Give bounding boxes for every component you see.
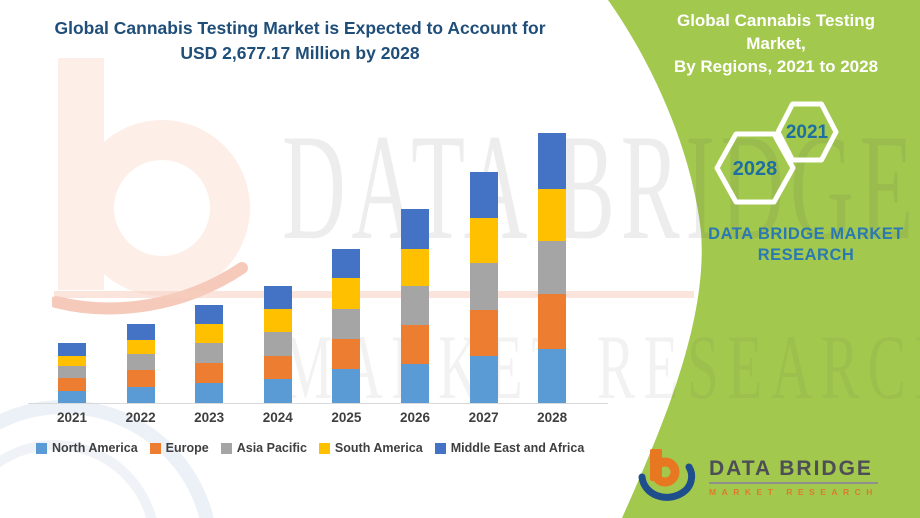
- legend-label-europe: Europe: [165, 441, 209, 455]
- middle-east-and-africa-segment: [195, 305, 224, 325]
- brand-name: DATA BRIDGE MARKET RESEARCH: [700, 224, 912, 267]
- bar-2024: [263, 286, 292, 403]
- asia-pacific-segment: [469, 263, 498, 311]
- watermark-logo-b: [52, 58, 250, 315]
- hexagon-label-2021: 2021: [785, 122, 829, 143]
- middle-east-and-africa-segment: [263, 286, 292, 310]
- asia-pacific-segment: [538, 241, 567, 295]
- plot-area: [28, 100, 608, 404]
- asia-pacific-segment: [263, 332, 292, 357]
- x-label-2023: 2023: [194, 410, 225, 425]
- middle-east-and-africa-segment: [469, 171, 498, 218]
- asia-pacific-segment: [332, 309, 361, 340]
- x-label-2021: 2021: [56, 410, 88, 425]
- europe-segment: [332, 339, 361, 370]
- north-america-segment: [538, 349, 567, 403]
- chart-title: Global Cannabis Testing Market is Expect…: [40, 16, 560, 67]
- south-america-segment: [263, 309, 292, 333]
- bar-2023: [195, 305, 224, 403]
- south-america-segment: [469, 217, 498, 264]
- legend-label-north-america: North America: [52, 441, 138, 455]
- asia-pacific-segment: [195, 343, 224, 364]
- x-label-2022: 2022: [125, 410, 156, 425]
- south-america-segment: [195, 324, 224, 344]
- x-label-2025: 2025: [331, 410, 362, 425]
- chart-title-line2: USD 2,677.17 Million by 2028: [180, 43, 420, 64]
- x-label-2024: 2024: [262, 410, 293, 425]
- legend-swatch-asia-pacific: [220, 442, 232, 454]
- hexagon-label-2028: 2028: [732, 158, 778, 180]
- bar-2022: [126, 324, 155, 403]
- bar-2027: [469, 171, 498, 403]
- asia-pacific-segment: [58, 366, 86, 379]
- bar-2025: [332, 248, 361, 403]
- europe-segment: [58, 378, 86, 391]
- middle-east-and-africa-segment: [401, 209, 429, 249]
- logo-subtitle: MARKET RESEARCH: [709, 486, 878, 497]
- north-america-segment: [58, 390, 86, 403]
- x-axis-labels: 2021 2022 2023 2024 2025 2026 2027 2028: [28, 410, 608, 428]
- asia-pacific-segment: [126, 354, 155, 371]
- legend-label-asia-pacific: Asia Pacific: [236, 441, 307, 455]
- x-label-2026: 2026: [399, 410, 431, 425]
- chart-title-line1: Global Cannabis Testing Market is Expect…: [54, 18, 546, 38]
- hexagon-2021-icon: [775, 101, 839, 163]
- footer-logo-text: DATA BRIDGE MARKET RESEARCH: [709, 458, 878, 497]
- middle-east-and-africa-segment: [126, 324, 155, 341]
- north-america-segment: [332, 369, 361, 403]
- europe-segment: [401, 325, 429, 365]
- europe-segment: [126, 370, 155, 388]
- watermark-swoosh-line: [54, 291, 694, 298]
- north-america-segment: [469, 356, 498, 403]
- bar-2028: [538, 132, 567, 403]
- south-america-segment: [58, 356, 86, 367]
- legend-item-south-america: South America: [318, 441, 423, 455]
- north-america-segment: [195, 383, 224, 403]
- north-america-segment: [263, 379, 292, 403]
- legend-item-europe: Europe: [149, 441, 209, 455]
- south-america-segment: [401, 248, 429, 287]
- europe-segment: [469, 310, 498, 357]
- middle-east-and-africa-segment: [332, 248, 361, 279]
- legend-label-south-america: South America: [334, 441, 423, 455]
- bar-2026: [401, 209, 429, 403]
- x-label-2028: 2028: [537, 410, 568, 425]
- bar-2021: [58, 343, 86, 403]
- side-title-line1: Global Cannabis Testing Market,: [676, 11, 876, 53]
- x-label-2027: 2027: [468, 410, 499, 425]
- south-america-segment: [538, 188, 567, 242]
- asia-pacific-segment: [401, 286, 429, 326]
- legend-item-north-america: North America: [36, 441, 138, 455]
- footer-logo: DATA BRIDGE MARKET RESEARCH: [636, 447, 878, 507]
- data-bridge-logo-icon: [638, 449, 696, 501]
- europe-segment: [263, 356, 292, 380]
- legend-swatch-south-america: [318, 442, 330, 454]
- logo-name: DATA BRIDGE: [709, 458, 878, 484]
- hexagon-2028-icon: [714, 131, 796, 205]
- side-panel-title: Global Cannabis Testing Market, By Regio…: [645, 10, 907, 79]
- europe-segment: [538, 294, 567, 350]
- hexagons-graphic: [714, 101, 839, 205]
- north-america-segment: [401, 364, 429, 403]
- brand-name-line2: RESEARCH: [757, 246, 855, 265]
- legend-label-middle-east-and-africa: Middle East and Africa: [450, 441, 585, 455]
- brand-name-line1: DATA BRIDGE MARKET: [708, 225, 904, 243]
- north-america-segment: [126, 387, 155, 403]
- legend-item-asia-pacific: Asia Pacific: [220, 441, 307, 455]
- legend-item-middle-east-and-africa: Middle East and Africa: [434, 441, 585, 455]
- south-america-segment: [332, 278, 361, 310]
- south-america-segment: [126, 340, 155, 355]
- legend-swatch-north-america: [36, 442, 47, 454]
- legend: North America Europe Asia Pacific South Ame…: [36, 441, 584, 455]
- europe-segment: [195, 363, 224, 384]
- middle-east-and-africa-segment: [538, 132, 567, 189]
- side-title-line2: By Regions, 2021 to 2028: [673, 56, 879, 76]
- middle-east-and-africa-segment: [58, 343, 86, 357]
- legend-swatch-middle-east-and-africa: [434, 442, 446, 454]
- legend-swatch-europe: [149, 442, 161, 454]
